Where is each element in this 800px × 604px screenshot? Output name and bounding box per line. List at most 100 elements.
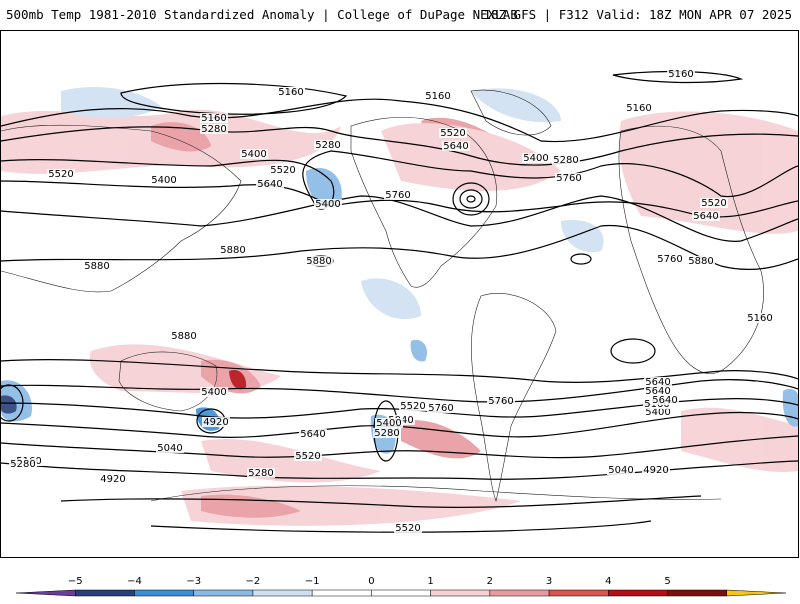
contour-label: 5160 (668, 69, 693, 80)
contour-label-bg (552, 155, 580, 165)
contour-line (150, 520, 652, 533)
contour-label: 5280 (374, 428, 399, 439)
contour-label: 5400 (645, 407, 670, 418)
contour-label-bg (644, 386, 672, 396)
contour-label: 5160 (425, 91, 450, 102)
contour-label-bg (240, 149, 268, 159)
contour-label-bg (294, 451, 322, 461)
contour-label: 5760 (657, 254, 682, 265)
contour-label: 5880 (220, 245, 245, 256)
colorbar-tick-label: 0 (368, 576, 374, 587)
contour-label: 5640 (257, 179, 282, 190)
contour-label-bg (555, 173, 583, 183)
contour-label-bg (277, 87, 305, 97)
anomaly-positive-region (201, 494, 301, 518)
colorbar-swatch (548, 589, 609, 597)
contour-label: 5640 (645, 386, 670, 397)
contour-label-bg (200, 113, 228, 123)
contour-label-bg (746, 313, 774, 323)
colorbar-tick-label: −3 (186, 576, 201, 587)
anomaly-shading (1, 86, 798, 526)
contour-label-bg (269, 165, 297, 175)
contour-label: 5520 (48, 169, 73, 180)
contour-label-bg (305, 256, 333, 266)
contour-line (1, 411, 798, 438)
contour-label: 5160 (626, 103, 651, 114)
contour-label-bg (202, 417, 230, 427)
contour-label: 4920 (203, 417, 228, 428)
contour-line (459, 189, 483, 209)
contour-label-bg (424, 91, 452, 101)
map-title: 500mb Temp 1981-2010 Standardized Anomal… (6, 7, 518, 22)
anomaly-positive-region (381, 123, 561, 191)
contour-label: 5280 (10, 459, 35, 470)
contour-labels: 5040516051605160516052805280552056405400… (9, 69, 774, 534)
contour-label-bg (156, 443, 184, 453)
contour-label-bg (299, 429, 327, 439)
contour-label: 5400 (376, 418, 401, 429)
colorbar-tick-label: 1 (427, 576, 433, 587)
contour-label: 5400 (201, 387, 226, 398)
contour-label: 5760 (385, 190, 410, 201)
header: 500mb Temp 1981-2010 Standardized Anomal… (0, 0, 800, 30)
contour-line (1, 384, 24, 422)
contour-label-bg (314, 140, 342, 150)
colorbar-swatch (311, 589, 372, 597)
contour-label: 5160 (201, 113, 226, 124)
contour-label: 5880 (171, 331, 196, 342)
colorbar-legend: −5 −4 −3 −2 −1 0 1 2 3 4 5 (0, 570, 800, 600)
contour-line (1, 435, 798, 459)
contour-line (1, 126, 798, 166)
south-america-coastline (471, 293, 557, 503)
contour-label: 5640 (645, 377, 670, 388)
contour-label: 5400 (523, 153, 548, 164)
contour-label: 5280 (553, 155, 578, 166)
contour-label-bg (219, 245, 247, 255)
contour-label: 5880 (688, 256, 713, 267)
contour-label-bg (200, 124, 228, 134)
contour-label-bg (642, 465, 670, 475)
contour-label: 4920 (643, 465, 668, 476)
contour-line (610, 338, 656, 364)
anomaly-negative-region (61, 86, 161, 118)
contour-label-bg (700, 198, 728, 208)
contour-label-bg (651, 395, 679, 405)
contour-label: 5640 (300, 429, 325, 440)
anomaly-strong-negative-region (1, 395, 17, 414)
colorbar-swatch (74, 589, 135, 597)
contour-label-bg (384, 190, 412, 200)
contour-label-bg (522, 153, 550, 163)
colorbar-swatch (489, 589, 550, 597)
contour-label-bg (439, 128, 467, 138)
colorbar-swatch (15, 589, 76, 597)
anomaly-positive-region (681, 407, 798, 472)
map-panel: 5040516051605160516052805280552056405400… (0, 30, 799, 558)
colorbar-tick-label: −1 (305, 576, 320, 587)
colorbar-tick-label: −2 (246, 576, 261, 587)
europe-africa-coastline (618, 125, 764, 374)
model-run-label: 18Z GFS | F312 Valid: 18Z MON APR 07 202… (483, 7, 792, 22)
contour-line (1, 379, 798, 403)
colorbar-swatch (134, 589, 194, 597)
contour-label: 5760 (556, 173, 581, 184)
contour-line (1, 98, 798, 143)
colorbar-tick-label: 2 (487, 576, 493, 587)
contour-label-bg (47, 169, 75, 179)
anomaly-map: 5040516051605160516052805280552056405400… (1, 69, 798, 534)
contour-label: 5160 (747, 313, 772, 324)
contour-label-bg (399, 401, 427, 411)
colorbar-swatch (608, 589, 668, 597)
colorbar-tick-label: 4 (605, 576, 611, 587)
contour-label-bg (656, 254, 684, 264)
contour-label: 5760 (428, 403, 453, 414)
contour-label-bg (607, 465, 635, 475)
colorbar-tick-label: 5 (664, 576, 670, 587)
contour-label: 4920 (100, 474, 125, 485)
anomaly-negative-region (561, 220, 604, 253)
contour-label-bg (9, 459, 37, 469)
colorbar-svg: −5 −4 −3 −2 −1 0 1 2 3 4 5 (15, 576, 787, 597)
contour-label-bg (256, 179, 284, 189)
colorbar-swatch (667, 589, 728, 597)
contour-line (1, 224, 798, 270)
contour-label: 5280 (315, 140, 340, 151)
